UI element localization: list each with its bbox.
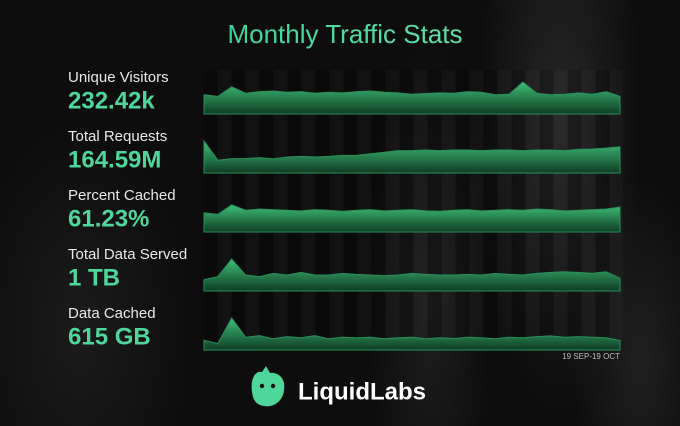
stat-label: Unique Visitors (68, 69, 169, 86)
logo-eye (259, 383, 265, 389)
stat-value: 164.59M (68, 146, 161, 173)
title: Monthly Traffic Stats (227, 19, 462, 49)
stat-label: Total Data Served (68, 246, 187, 263)
date-range: 19 SEP-19 OCT (562, 352, 620, 361)
sparkline-area (203, 258, 621, 292)
backdrop-stripe (428, 70, 441, 342)
stat-value: 61.23% (68, 205, 149, 232)
stat-value: 1 TB (68, 264, 120, 291)
stat-label: Data Cached (68, 305, 156, 322)
logo-eye (270, 383, 276, 389)
stat-value: 232.42k (68, 87, 155, 114)
logo-icon (251, 366, 285, 407)
backdrop-stripe (372, 70, 385, 342)
backdrop-stripe (316, 70, 329, 342)
backdrop-stripe (512, 70, 525, 342)
brand-name: LiquidLabs (298, 378, 426, 405)
backdrop-stripe (204, 70, 217, 342)
sparkline-area (203, 204, 621, 233)
sparkline-area (203, 81, 621, 115)
stat-label: Percent Cached (68, 187, 176, 204)
sparkline-area (203, 317, 621, 351)
logo: LiquidLabs (251, 366, 426, 407)
stat-value: 615 GB (68, 323, 151, 350)
stat-label: Total Requests (68, 128, 167, 145)
sparkline-area (203, 139, 621, 174)
